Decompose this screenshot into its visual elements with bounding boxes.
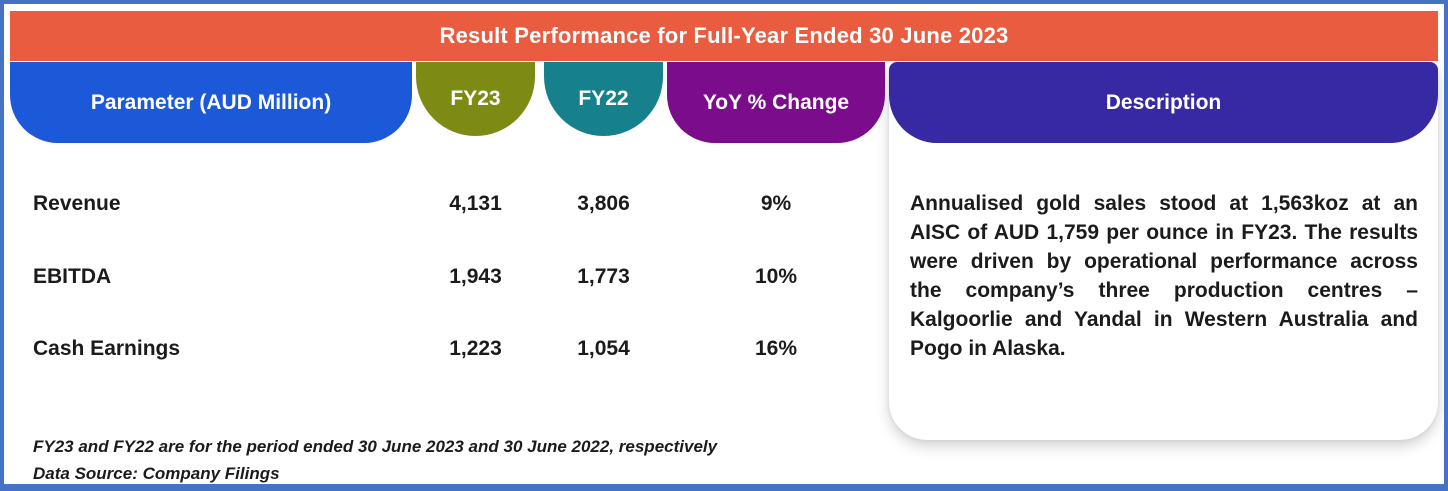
column-header-parameter: Parameter (AUD Million) [10,62,412,143]
row-label-revenue: Revenue [33,192,121,215]
revenue-fy23-value: 4,131 [449,192,502,215]
column-header-yoy-change: YoY % Change [667,62,885,143]
row-label-cash-earnings: Cash Earnings [33,337,181,360]
table-row-ebitda: EBITDA 1,943 1,773 10% [0,263,1448,290]
ebitda-fy23-value: 1,943 [449,265,502,288]
cash-earnings-fy23-value: 1,223 [449,337,502,360]
cash-earnings-fy22-value: 1,054 [577,337,630,360]
description-text: Annualised gold sales stood at 1,563koz … [910,192,1418,360]
footnote-period: FY23 and FY22 are for the period ended 3… [33,437,718,456]
ebitda-fy22-value: 1,773 [577,265,630,288]
column-header-description-label: Description [1105,90,1222,114]
row-label-ebitda: EBITDA [33,265,112,288]
column-header-fy22-label: FY22 [578,87,629,110]
column-header-description: Description [889,62,1438,143]
column-header-fy23: FY23 [416,62,535,136]
cash-earnings-yoy-value: 16% [754,337,798,360]
ebitda-yoy-value: 10% [754,265,798,288]
revenue-fy22-value: 3,806 [577,192,630,215]
table-row-cash-earnings: Cash Earnings 1,223 1,054 16% [0,335,1448,362]
revenue-yoy-value: 9% [760,192,792,215]
table-row-revenue: Revenue 4,131 3,806 9% [0,190,1448,217]
footnotes: FY23 and FY22 are for the period ended 3… [33,433,717,487]
column-header-parameter-label: Parameter (AUD Million) [90,90,332,114]
footnote-data-source: Data Source: Company Filings [33,464,280,483]
title-bar: Result Performance for Full-Year Ended 3… [10,11,1438,61]
column-header-fy22: FY22 [544,62,663,136]
column-header-yoy-change-label: YoY % Change [702,90,850,114]
title-text: Result Performance for Full-Year Ended 3… [439,23,1009,48]
column-header-fy23-label: FY23 [450,87,501,110]
